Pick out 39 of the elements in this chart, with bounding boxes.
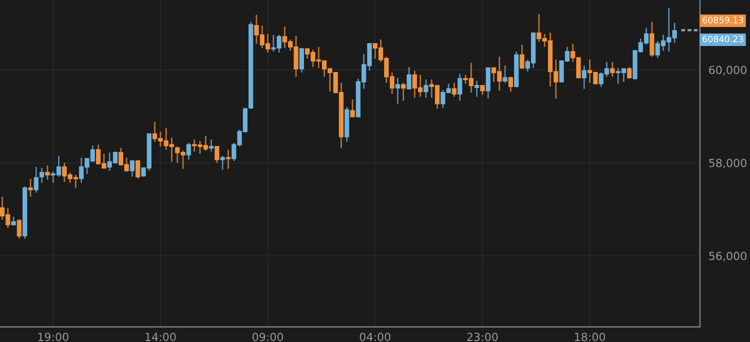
- candlestick: [401, 82, 406, 102]
- candlestick: [220, 155, 225, 170]
- x-tick-label: 18:00: [575, 332, 606, 342]
- x-tick-label: 04:00: [360, 332, 390, 342]
- candlestick: [186, 142, 191, 160]
- candlestick: [458, 73, 462, 102]
- x-tick-label: 09:00: [252, 332, 284, 342]
- candlestick: [452, 82, 457, 98]
- y-tick-label: 56,000: [709, 252, 746, 262]
- candlestick: [474, 80, 480, 98]
- x-tick-label: 19:00: [38, 332, 68, 342]
- candlestick: [480, 84, 485, 96]
- candlestick: [508, 76, 514, 92]
- candlestick: [45, 164, 50, 180]
- ref-line-label: 60840.23: [702, 36, 744, 42]
- candlestick: [424, 78, 428, 98]
- candlestick: [627, 66, 632, 80]
- candlestick: [214, 145, 220, 164]
- candlestick: [130, 160, 135, 178]
- y-tick-label: 58,000: [709, 158, 746, 168]
- candlestick: [520, 44, 524, 70]
- candlestick: [226, 149, 231, 170]
- candlestick: [406, 66, 412, 90]
- candlestick: [299, 47, 304, 74]
- y-tick-label: 60,000: [709, 66, 746, 76]
- candlestick: [16, 218, 22, 240]
- candlestick: [136, 159, 140, 180]
- candlestick: [28, 178, 33, 198]
- candlestick: [502, 64, 508, 84]
- candlestick: [395, 76, 400, 104]
- x-tick-label: 14:00: [146, 332, 176, 342]
- candlestick: [650, 21, 654, 58]
- candlestick: [486, 66, 490, 100]
- candlestick: [208, 138, 214, 152]
- candlestick: [582, 64, 586, 90]
- candlestick: [350, 98, 355, 118]
- ref-line-label: 60859.13: [702, 16, 744, 24]
- x-tick-label: 23:00: [467, 332, 498, 342]
- candlestick: [610, 61, 615, 78]
